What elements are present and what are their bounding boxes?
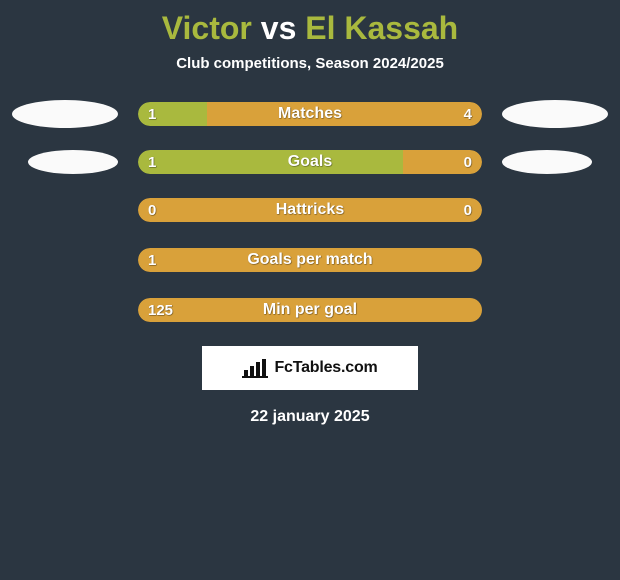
stat-value-left: 1 [148, 150, 156, 174]
spacer [502, 296, 608, 324]
stat-bar-goals: Goals1 0 [138, 150, 482, 174]
stat-row-matches: Matches1 4 [0, 100, 620, 128]
stat-row-hattricks: Hattricks0 0 [0, 196, 620, 224]
subtitle: Club competitions, Season 2024/2025 [0, 55, 620, 72]
spacer [12, 196, 118, 224]
stat-row-gpm: Goals per match1 [0, 246, 620, 274]
stat-value-right: 0 [464, 198, 472, 222]
stat-label: Min per goal [138, 298, 482, 322]
stat-value-left: 125 [148, 298, 173, 322]
stat-bar-hattricks: Hattricks0 0 [138, 198, 482, 222]
player1-marker [28, 150, 118, 174]
player2-marker [502, 150, 592, 174]
spacer [502, 246, 608, 274]
vs-label: vs [261, 10, 297, 46]
date-label: 22 january 2025 [0, 408, 620, 426]
stat-bar-mpg: Min per goal125 [138, 298, 482, 322]
stat-row-mpg: Min per goal125 [0, 296, 620, 324]
stat-value-left: 0 [148, 198, 156, 222]
stat-value-left: 1 [148, 102, 156, 126]
stat-value-right: 4 [464, 102, 472, 126]
stat-bar-gpm: Goals per match1 [138, 248, 482, 272]
stat-value-right: 0 [464, 150, 472, 174]
page-title: Victor vs El Kassah [0, 10, 620, 47]
stat-bar-matches: Matches1 4 [138, 102, 482, 126]
player1-marker [12, 100, 118, 128]
stat-label: Goals [138, 150, 482, 174]
player2-marker [502, 100, 608, 128]
stats-card: Victor vs El Kassah Club competitions, S… [0, 0, 620, 426]
stat-value-left: 1 [148, 248, 156, 272]
stat-row-goals: Goals1 0 [0, 150, 620, 174]
attribution-text: FcTables.com [274, 359, 377, 377]
spacer [12, 246, 118, 274]
player1-name: Victor [162, 10, 252, 46]
player2-name: El Kassah [305, 10, 458, 46]
chart-icon [242, 358, 268, 378]
attribution-panel: FcTables.com [202, 346, 418, 390]
stat-label: Matches [138, 102, 482, 126]
stat-label: Hattricks [138, 198, 482, 222]
stat-label: Goals per match [138, 248, 482, 272]
stats-list: Matches14Goals10Hattricks00Goals per mat… [0, 100, 620, 324]
spacer [502, 196, 608, 224]
spacer [12, 296, 118, 324]
